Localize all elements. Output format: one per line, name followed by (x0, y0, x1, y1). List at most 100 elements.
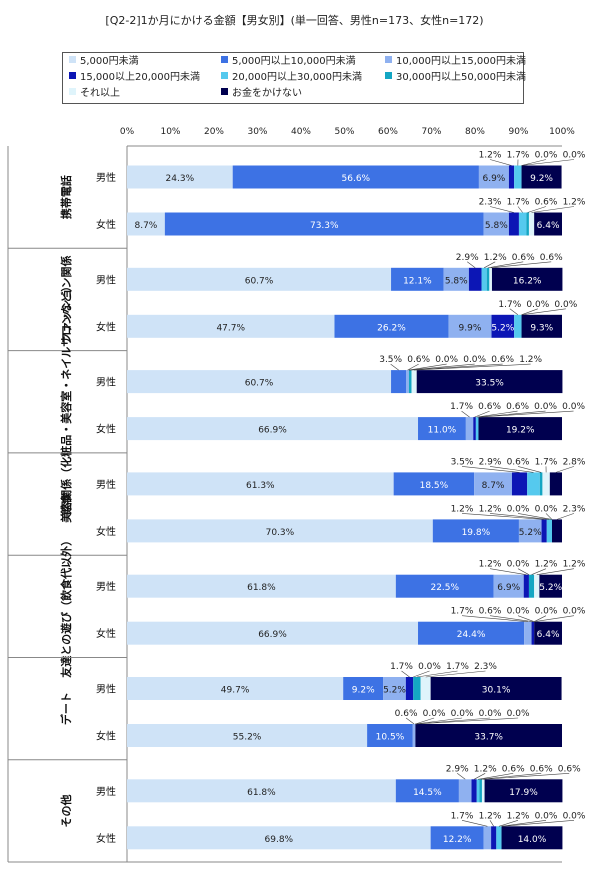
leader-line (527, 206, 547, 213)
bar-segment (411, 370, 417, 394)
data-label: 8.7% (482, 481, 505, 491)
leader-line (461, 466, 520, 473)
group-label: その他 (59, 794, 73, 827)
data-label: 0.0% (507, 607, 530, 617)
leader-line (483, 773, 570, 780)
bar-segment (527, 472, 540, 496)
bar-segment (541, 519, 547, 543)
row-label: 女性 (96, 423, 116, 436)
x-tick-label: 100% (549, 127, 575, 137)
bar-segment (420, 677, 431, 700)
data-label: 5.2% (383, 686, 406, 696)
leader-line (517, 568, 530, 575)
data-label: 0.6% (395, 709, 418, 719)
data-label: 12.2% (443, 835, 472, 845)
leader-line (534, 615, 547, 622)
data-label: 0.6% (530, 764, 553, 774)
bar-segment (496, 826, 502, 850)
legend-swatch (221, 72, 228, 79)
data-label: 14.0% (518, 835, 547, 845)
leader-line (489, 206, 515, 213)
legend-item: 30,000円以上50,000円未満 (385, 71, 526, 85)
leader-line (461, 513, 545, 520)
x-tick-label: 0% (120, 127, 135, 137)
bar-segment (521, 165, 562, 189)
bar-segment (415, 724, 562, 747)
bar-segment (418, 621, 525, 645)
bar-segment (475, 417, 479, 441)
row-label: 女性 (96, 627, 116, 640)
data-label: 2.9% (456, 253, 479, 263)
leader-line (490, 261, 552, 269)
data-label: 56.6% (342, 174, 371, 184)
data-label: 0.6% (479, 607, 502, 617)
legend-swatch (385, 72, 392, 79)
legend-item: 5,000円以上10,000円未満 (221, 55, 356, 69)
data-label: 1.2% (474, 764, 497, 774)
data-label: 1.2% (535, 560, 558, 570)
x-tick-label: 20% (204, 127, 224, 137)
row-label: 男性 (96, 785, 116, 798)
bar-segment (413, 677, 421, 700)
row-label: 男性 (96, 273, 116, 286)
data-label: 5.2% (491, 323, 514, 333)
leader-line (461, 410, 470, 418)
bar-segment (127, 267, 392, 291)
data-label: 70.3% (266, 528, 295, 538)
legend-swatch (69, 72, 76, 79)
legend-item: 10,000円以上15,000円未満 (385, 55, 526, 69)
data-label: 60.7% (245, 276, 274, 286)
bar-segment (458, 779, 472, 803)
data-label: 24.4% (457, 630, 486, 640)
data-label: 6.4% (537, 221, 560, 231)
data-label: 19.2% (506, 426, 535, 436)
bar-segment (534, 621, 562, 645)
data-label: 0.6% (506, 402, 529, 412)
legend-label: 10,000円以上15,000円未満 (396, 56, 526, 67)
bar-segment (483, 826, 492, 850)
leader-line (556, 513, 575, 520)
leader-line (545, 513, 553, 520)
leader-line (521, 308, 566, 316)
data-label: 1.2% (563, 198, 586, 208)
bar-segment (393, 472, 475, 496)
data-label: 5.2% (539, 583, 562, 593)
bar-segment (539, 472, 543, 496)
data-label: 10.5% (376, 733, 405, 743)
leader-line (498, 820, 519, 827)
data-label: 1.7% (450, 402, 473, 412)
leader-line (408, 363, 447, 371)
bar-segment (526, 212, 529, 236)
bar-segment (521, 314, 562, 338)
leader-line (415, 717, 435, 725)
x-tick-label: 40% (291, 127, 311, 137)
row-label: 男性 (96, 376, 116, 389)
data-label: 11.0% (428, 426, 457, 436)
legend-swatch (385, 56, 392, 63)
data-label: 0.6% (512, 253, 535, 263)
bar-segment (430, 826, 484, 850)
bar-segment (430, 677, 562, 700)
data-label: 0.0% (535, 151, 558, 161)
leader-line (521, 159, 575, 166)
data-label: 24.3% (166, 174, 195, 184)
data-label: 0.0% (435, 355, 458, 365)
bar-segment (534, 212, 562, 236)
bar-segment (478, 165, 509, 189)
bar-segment (164, 212, 484, 236)
bar-segment (416, 370, 563, 394)
leader-line (408, 363, 475, 371)
legend-swatch (221, 88, 228, 95)
bar-segment (486, 267, 490, 291)
leader-line (461, 615, 528, 622)
bar-segment (127, 724, 368, 747)
bar-segment (448, 314, 492, 338)
data-label: 1.7% (535, 457, 558, 467)
data-label: 61.8% (247, 788, 276, 798)
bar-segment (524, 621, 532, 645)
data-label: 61.3% (246, 481, 275, 491)
leader-line (457, 773, 466, 780)
leader-line (413, 670, 430, 678)
leader-line (405, 717, 415, 725)
data-label: 0.0% (535, 607, 558, 617)
